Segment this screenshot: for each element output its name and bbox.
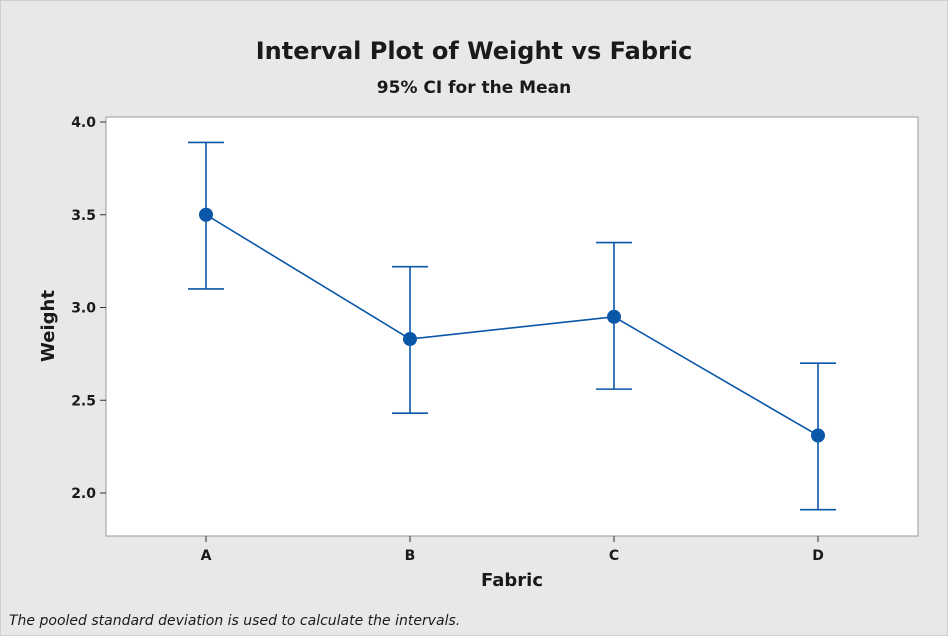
x-tick-label: B [405,548,416,564]
y-tick-label: 4.0 [71,115,96,131]
x-axis-label: Fabric [481,570,543,591]
x-tick-label: C [609,548,619,564]
footnote: The pooled standard deviation is used to… [9,613,460,629]
y-axis-label: Weight [38,290,59,362]
mean-point [403,332,417,347]
chart-subtitle: 95% CI for the Mean [377,78,571,98]
y-axis: 2.0 2.5 3.0 3.5 4.0 [71,115,106,502]
y-tick-label: 3.5 [71,208,96,224]
y-tick-label: 3.0 [71,301,96,317]
mean-point [811,428,825,443]
x-tick-label: A [201,548,212,564]
mean-connect-line [205,214,819,437]
y-tick-label: 2.5 [71,393,96,409]
x-tick-label: D [812,548,824,564]
mean-point [199,207,213,222]
chart-title: Interval Plot of Weight vs Fabric [256,37,693,65]
plot-area [105,116,919,537]
x-axis: A B C D [201,536,824,564]
series-marks [188,141,836,511]
mean-point [607,309,621,324]
y-tick-label: 2.0 [71,486,96,502]
